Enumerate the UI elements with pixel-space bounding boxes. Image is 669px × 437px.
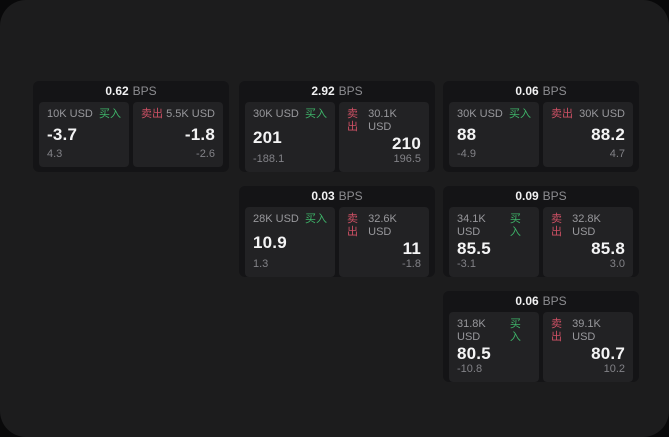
quote-card: 0.06 BPS 31.8K USD 买入 80.5 -10.8 卖出 39.1…: [443, 291, 639, 382]
buy-side-label: 买入: [99, 108, 121, 120]
sell-delta: -2.6: [196, 148, 215, 160]
spread-value: 2.92: [311, 84, 335, 98]
sell-side-label: 卖出: [551, 318, 562, 343]
quote-card: 2.92 BPS 30K USD 买入 201 -188.1 卖出 30.1K …: [239, 81, 435, 172]
buy-side-label: 买入: [305, 108, 327, 120]
sell-tile[interactable]: 卖出 32.8K USD 85.8 3.0: [543, 207, 633, 277]
sell-side-label: 卖出: [551, 213, 562, 238]
buy-price: 80.5: [457, 344, 491, 363]
spread-value: 0.62: [105, 84, 129, 98]
buy-tile[interactable]: 31.8K USD 买入 80.5 -10.8: [449, 312, 539, 382]
buy-delta: -4.9: [457, 148, 476, 160]
buy-size-label: 10K USD: [47, 108, 93, 120]
sell-price: 80.7: [591, 344, 625, 363]
spread-header: 0.06 BPS: [443, 291, 639, 312]
spread-header: 0.09 BPS: [443, 186, 639, 207]
sell-delta: 196.5: [393, 153, 421, 165]
spread-header: 0.03 BPS: [239, 186, 435, 207]
sell-tile[interactable]: 卖出 30K USD 88.2 4.7: [543, 102, 633, 167]
spread-header: 0.62 BPS: [33, 81, 229, 102]
spread-header: 2.92 BPS: [239, 81, 435, 102]
spread-header: 0.06 BPS: [443, 81, 639, 102]
buy-delta: -188.1: [253, 153, 285, 165]
sell-price: 210: [392, 134, 421, 153]
sell-tile[interactable]: 卖出 30.1K USD 210 196.5: [339, 102, 429, 172]
buy-size-label: 30K USD: [253, 108, 299, 120]
buy-size-label: 31.8K USD: [457, 318, 486, 343]
buy-size-label: 30K USD: [457, 108, 503, 120]
bps-unit-label: BPS: [542, 84, 567, 98]
sell-size-label: 32.6K USD: [368, 213, 397, 238]
buy-tile[interactable]: 30K USD 买入 88 -4.9: [449, 102, 539, 167]
buy-tile[interactable]: 34.1K USD 买入 85.5 -3.1: [449, 207, 539, 277]
sell-side-label: 卖出: [347, 213, 358, 238]
sell-tile[interactable]: 卖出 32.6K USD 11 -1.8: [339, 207, 429, 277]
buy-side-label: 买入: [509, 213, 521, 238]
buy-delta: 4.3: [47, 148, 63, 160]
buy-price: 10.9: [253, 232, 287, 252]
buy-side-label: 买入: [305, 213, 327, 225]
sell-delta: -1.8: [402, 258, 421, 270]
buy-side-label: 买入: [509, 318, 521, 343]
sell-side-label: 卖出: [551, 108, 573, 120]
spread-value: 0.06: [515, 84, 539, 98]
sell-size-label: 30.1K USD: [368, 108, 397, 133]
spread-value: 0.06: [515, 294, 539, 308]
sell-delta: 3.0: [609, 258, 625, 270]
buy-price: -3.7: [47, 125, 78, 144]
sell-tile[interactable]: 卖出 5.5K USD -1.8 -2.6: [133, 102, 223, 167]
sell-side-label: 卖出: [347, 108, 358, 133]
sell-tile[interactable]: 卖出 39.1K USD 80.7 10.2: [543, 312, 633, 382]
buy-delta: -3.1: [457, 258, 476, 270]
buy-size-label: 34.1K USD: [457, 213, 486, 238]
sell-delta: 4.7: [609, 148, 625, 160]
bps-unit-label: BPS: [338, 189, 363, 203]
sell-delta: 10.2: [603, 363, 625, 375]
quote-card: 0.03 BPS 28K USD 买入 10.9 1.3 卖出 32.6K US…: [239, 186, 435, 277]
bps-unit-label: BPS: [542, 189, 567, 203]
buy-price: 88: [457, 125, 477, 144]
sell-price: 88.2: [591, 125, 625, 144]
buy-delta: -10.8: [457, 363, 483, 375]
bps-unit-label: BPS: [542, 294, 567, 308]
sell-size-label: 39.1K USD: [572, 318, 601, 343]
sell-price: -1.8: [184, 125, 215, 144]
spread-value: 0.09: [515, 189, 539, 203]
spread-value: 0.03: [311, 189, 335, 203]
buy-price: 201: [253, 127, 282, 147]
sell-price: 85.8: [591, 239, 625, 258]
sell-size-label: 32.8K USD: [572, 213, 601, 238]
quote-card: 0.06 BPS 30K USD 买入 88 -4.9 卖出 30K USD 8…: [443, 81, 639, 172]
buy-price: 85.5: [457, 239, 491, 258]
buy-tile[interactable]: 10K USD 买入 -3.7 4.3: [39, 102, 129, 167]
buy-size-label: 28K USD: [253, 213, 299, 225]
sell-size-label: 30K USD: [579, 108, 625, 120]
sell-side-label: 卖出: [141, 108, 163, 120]
quote-card: 0.09 BPS 34.1K USD 买入 85.5 -3.1 卖出 32.8K…: [443, 186, 639, 277]
buy-tile[interactable]: 30K USD 买入 201 -188.1: [245, 102, 335, 172]
bps-unit-label: BPS: [338, 84, 363, 98]
sell-size-label: 5.5K USD: [166, 108, 215, 120]
buy-tile[interactable]: 28K USD 买入 10.9 1.3: [245, 207, 335, 277]
sell-price: 11: [402, 239, 421, 258]
buy-side-label: 买入: [509, 108, 531, 120]
buy-delta: 1.3: [253, 258, 269, 270]
quote-card: 0.62 BPS 10K USD 买入 -3.7 4.3 卖出 5.5K USD…: [33, 81, 229, 172]
bps-unit-label: BPS: [132, 84, 157, 98]
